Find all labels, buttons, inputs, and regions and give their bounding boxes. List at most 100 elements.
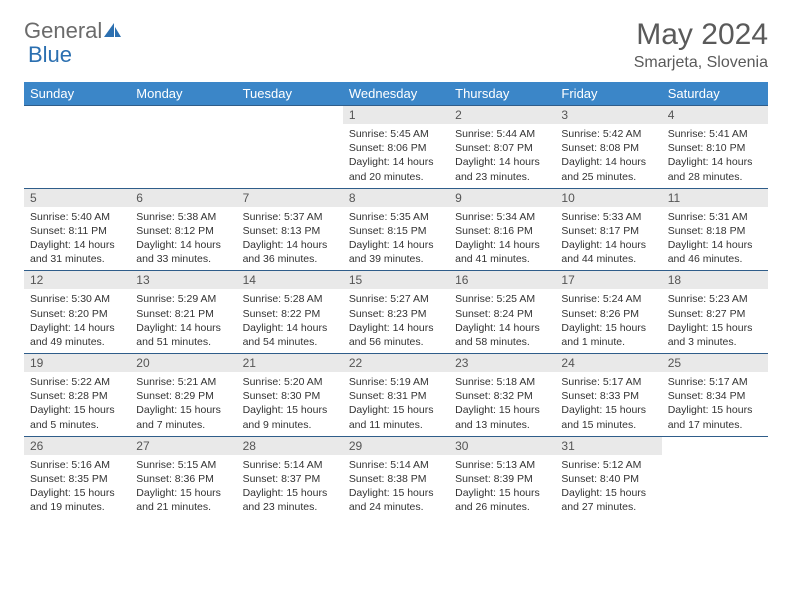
- day-number-cell: 20: [130, 354, 236, 373]
- day-number-cell: 19: [24, 354, 130, 373]
- day-body-cell: Sunrise: 5:25 AMSunset: 8:24 PMDaylight:…: [449, 289, 555, 353]
- day-body-cell: [237, 124, 343, 188]
- day-detail: [237, 124, 343, 131]
- day-detail: Sunrise: 5:22 AMSunset: 8:28 PMDaylight:…: [24, 372, 130, 436]
- location: Smarjeta, Slovenia: [634, 54, 768, 72]
- day-body-cell: Sunrise: 5:14 AMSunset: 8:38 PMDaylight:…: [343, 455, 449, 519]
- day-body-cell: Sunrise: 5:24 AMSunset: 8:26 PMDaylight:…: [555, 289, 661, 353]
- day-detail: Sunrise: 5:23 AMSunset: 8:27 PMDaylight:…: [662, 289, 768, 353]
- day-header: Tuesday: [237, 82, 343, 106]
- day-detail: Sunrise: 5:37 AMSunset: 8:13 PMDaylight:…: [237, 207, 343, 271]
- header: General May 2024 Smarjeta, Slovenia: [24, 18, 768, 72]
- day-detail: Sunrise: 5:42 AMSunset: 8:08 PMDaylight:…: [555, 124, 661, 188]
- day-detail: Sunrise: 5:14 AMSunset: 8:37 PMDaylight:…: [237, 455, 343, 519]
- day-number-cell: 31: [555, 436, 661, 455]
- day-detail: Sunrise: 5:25 AMSunset: 8:24 PMDaylight:…: [449, 289, 555, 353]
- day-number-cell: 16: [449, 271, 555, 290]
- day-number-cell: 9: [449, 188, 555, 207]
- day-body-row: Sunrise: 5:40 AMSunset: 8:11 PMDaylight:…: [24, 207, 768, 271]
- day-number-cell: 3: [555, 106, 661, 125]
- day-number-cell: 17: [555, 271, 661, 290]
- day-body-cell: Sunrise: 5:40 AMSunset: 8:11 PMDaylight:…: [24, 207, 130, 271]
- day-body-cell: Sunrise: 5:42 AMSunset: 8:08 PMDaylight:…: [555, 124, 661, 188]
- day-detail: Sunrise: 5:14 AMSunset: 8:38 PMDaylight:…: [343, 455, 449, 519]
- calendar-table: Sunday Monday Tuesday Wednesday Thursday…: [24, 82, 768, 518]
- day-detail: Sunrise: 5:34 AMSunset: 8:16 PMDaylight:…: [449, 207, 555, 271]
- day-body-cell: Sunrise: 5:44 AMSunset: 8:07 PMDaylight:…: [449, 124, 555, 188]
- day-number-cell: 11: [662, 188, 768, 207]
- day-body-cell: [662, 455, 768, 519]
- day-body-row: Sunrise: 5:30 AMSunset: 8:20 PMDaylight:…: [24, 289, 768, 353]
- day-header-row: Sunday Monday Tuesday Wednesday Thursday…: [24, 82, 768, 106]
- day-body-cell: Sunrise: 5:23 AMSunset: 8:27 PMDaylight:…: [662, 289, 768, 353]
- day-body-cell: Sunrise: 5:15 AMSunset: 8:36 PMDaylight:…: [130, 455, 236, 519]
- day-number-row: 567891011: [24, 188, 768, 207]
- day-number-cell: 15: [343, 271, 449, 290]
- day-body-cell: [130, 124, 236, 188]
- logo-sail-icon: [102, 21, 122, 44]
- day-body-cell: Sunrise: 5:33 AMSunset: 8:17 PMDaylight:…: [555, 207, 661, 271]
- day-body-cell: Sunrise: 5:12 AMSunset: 8:40 PMDaylight:…: [555, 455, 661, 519]
- day-body-cell: Sunrise: 5:13 AMSunset: 8:39 PMDaylight:…: [449, 455, 555, 519]
- day-header: Wednesday: [343, 82, 449, 106]
- day-header: Saturday: [662, 82, 768, 106]
- day-header: Sunday: [24, 82, 130, 106]
- day-body-cell: Sunrise: 5:31 AMSunset: 8:18 PMDaylight:…: [662, 207, 768, 271]
- day-detail: Sunrise: 5:33 AMSunset: 8:17 PMDaylight:…: [555, 207, 661, 271]
- day-detail: Sunrise: 5:40 AMSunset: 8:11 PMDaylight:…: [24, 207, 130, 271]
- day-number-cell: 8: [343, 188, 449, 207]
- day-detail: [24, 124, 130, 131]
- day-number-cell: 4: [662, 106, 768, 125]
- day-detail: Sunrise: 5:35 AMSunset: 8:15 PMDaylight:…: [343, 207, 449, 271]
- logo-line2: Blue: [28, 42, 72, 68]
- day-detail: Sunrise: 5:30 AMSunset: 8:20 PMDaylight:…: [24, 289, 130, 353]
- day-detail: Sunrise: 5:31 AMSunset: 8:18 PMDaylight:…: [662, 207, 768, 271]
- day-detail: Sunrise: 5:17 AMSunset: 8:33 PMDaylight:…: [555, 372, 661, 436]
- day-body-cell: Sunrise: 5:30 AMSunset: 8:20 PMDaylight:…: [24, 289, 130, 353]
- day-number-cell: 13: [130, 271, 236, 290]
- day-detail: [662, 455, 768, 462]
- day-body-cell: Sunrise: 5:18 AMSunset: 8:32 PMDaylight:…: [449, 372, 555, 436]
- day-body-cell: Sunrise: 5:21 AMSunset: 8:29 PMDaylight:…: [130, 372, 236, 436]
- day-body-row: Sunrise: 5:22 AMSunset: 8:28 PMDaylight:…: [24, 372, 768, 436]
- day-number-cell: 5: [24, 188, 130, 207]
- day-detail: Sunrise: 5:38 AMSunset: 8:12 PMDaylight:…: [130, 207, 236, 271]
- day-body-cell: Sunrise: 5:27 AMSunset: 8:23 PMDaylight:…: [343, 289, 449, 353]
- day-body-cell: Sunrise: 5:29 AMSunset: 8:21 PMDaylight:…: [130, 289, 236, 353]
- day-body-cell: Sunrise: 5:28 AMSunset: 8:22 PMDaylight:…: [237, 289, 343, 353]
- logo: General: [24, 18, 124, 44]
- day-number-cell: 26: [24, 436, 130, 455]
- day-body-cell: Sunrise: 5:17 AMSunset: 8:34 PMDaylight:…: [662, 372, 768, 436]
- day-detail: Sunrise: 5:20 AMSunset: 8:30 PMDaylight:…: [237, 372, 343, 436]
- day-number-cell: 27: [130, 436, 236, 455]
- day-body-cell: Sunrise: 5:41 AMSunset: 8:10 PMDaylight:…: [662, 124, 768, 188]
- day-body-cell: Sunrise: 5:19 AMSunset: 8:31 PMDaylight:…: [343, 372, 449, 436]
- day-number-cell: 10: [555, 188, 661, 207]
- day-header: Monday: [130, 82, 236, 106]
- day-number-row: 1234: [24, 106, 768, 125]
- day-body-cell: Sunrise: 5:35 AMSunset: 8:15 PMDaylight:…: [343, 207, 449, 271]
- day-body-cell: Sunrise: 5:22 AMSunset: 8:28 PMDaylight:…: [24, 372, 130, 436]
- day-number-cell: 22: [343, 354, 449, 373]
- day-detail: [130, 124, 236, 131]
- day-number-cell: 12: [24, 271, 130, 290]
- day-number-cell: [237, 106, 343, 125]
- day-detail: Sunrise: 5:44 AMSunset: 8:07 PMDaylight:…: [449, 124, 555, 188]
- day-detail: Sunrise: 5:45 AMSunset: 8:06 PMDaylight:…: [343, 124, 449, 188]
- day-detail: Sunrise: 5:17 AMSunset: 8:34 PMDaylight:…: [662, 372, 768, 436]
- day-number-cell: 23: [449, 354, 555, 373]
- day-number-cell: 2: [449, 106, 555, 125]
- day-number-cell: 7: [237, 188, 343, 207]
- day-detail: Sunrise: 5:12 AMSunset: 8:40 PMDaylight:…: [555, 455, 661, 519]
- day-number-cell: 28: [237, 436, 343, 455]
- day-body-cell: Sunrise: 5:17 AMSunset: 8:33 PMDaylight:…: [555, 372, 661, 436]
- day-detail: Sunrise: 5:13 AMSunset: 8:39 PMDaylight:…: [449, 455, 555, 519]
- day-number-cell: 21: [237, 354, 343, 373]
- day-body-cell: Sunrise: 5:38 AMSunset: 8:12 PMDaylight:…: [130, 207, 236, 271]
- day-detail: Sunrise: 5:28 AMSunset: 8:22 PMDaylight:…: [237, 289, 343, 353]
- day-body-cell: Sunrise: 5:14 AMSunset: 8:37 PMDaylight:…: [237, 455, 343, 519]
- day-number-cell: 14: [237, 271, 343, 290]
- day-number-cell: [24, 106, 130, 125]
- day-number-cell: [130, 106, 236, 125]
- day-body-row: Sunrise: 5:16 AMSunset: 8:35 PMDaylight:…: [24, 455, 768, 519]
